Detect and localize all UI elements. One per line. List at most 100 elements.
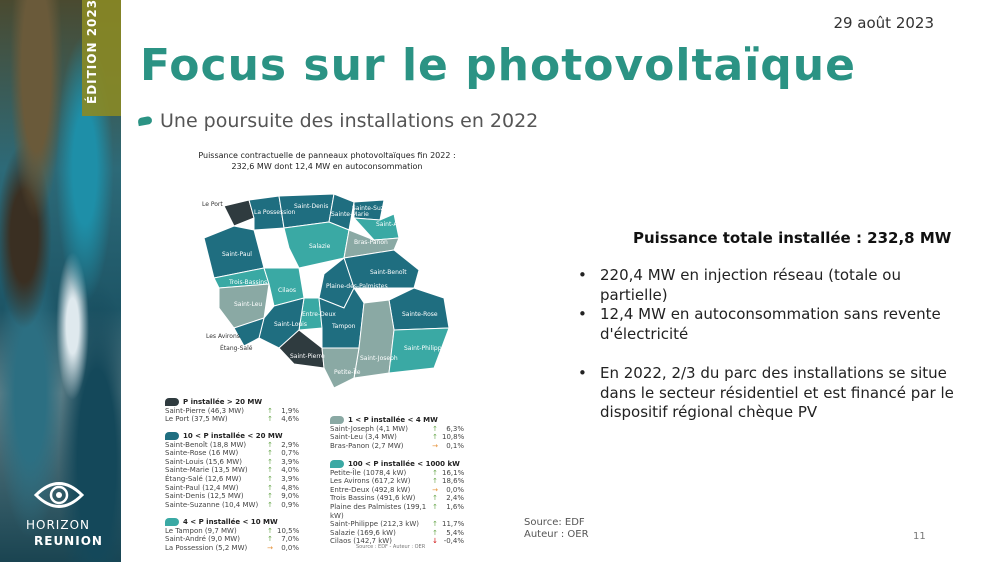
label-saint-leu: Saint-Leu	[234, 301, 262, 308]
bullet-item: • 12,4 MW en autoconsommation sans revent…	[578, 305, 941, 343]
arrow-up-icon: ↑	[267, 500, 273, 509]
arrow-up-icon: ↑	[432, 528, 438, 537]
arrow-up-icon: ↑	[267, 474, 273, 483]
legend-row: Saint-Pierre (46,3 MW) ↑ 1,9%	[165, 406, 299, 415]
arrow-down-icon: ↓	[432, 537, 438, 546]
label-sainte-marie: Sainte-Marie	[331, 211, 369, 218]
label-bras-panon: Bras-Panon	[354, 239, 388, 246]
label-la-possession: La Possession	[254, 209, 296, 216]
bullet-dot-icon: •	[578, 364, 587, 382]
region-la-possession	[248, 195, 285, 231]
label-plaine-des-palmistes: Plaine-des-Palmistes	[326, 283, 388, 290]
arrow-up-icon: ↑	[432, 502, 438, 511]
legend-head: 4 < P installée < 10 MW	[165, 518, 299, 527]
legend-row: Saint-Joseph (4,1 MW) ↑ 6,3%	[330, 424, 464, 433]
label-petite-ile: Petite-Île	[334, 369, 361, 376]
slide-title: Focus sur le photovoltaïque	[140, 40, 856, 91]
bullet-dot-icon: •	[578, 266, 587, 284]
slide-source: Source: EDF Auteur : OER	[524, 517, 589, 541]
slide-subtitle: Une poursuite des installations en 2022	[160, 110, 539, 132]
source-line: Source: EDF	[524, 517, 585, 528]
arrow-up-icon: ↑	[267, 526, 273, 535]
eye-icon	[34, 482, 84, 508]
edition-band	[82, 0, 121, 116]
bullet-list: • 220,4 MW en injection réseau (totale ou…	[578, 266, 968, 423]
map-figure: Puissance contractuelle de panneaux phot…	[150, 146, 480, 556]
legend-row: Cilaos (142,7 kW) ↓ -0,4%	[330, 537, 464, 546]
info-title: Puissance totale installée : 232,8 MW	[633, 229, 952, 247]
legend-group: 10 < P installée < 20 MW Saint-Benoît (1…	[165, 432, 299, 509]
sidebar-photo: ÉDITION 2023 HORIZON REUNION	[0, 0, 121, 562]
legend-leaf-icon	[330, 460, 344, 469]
bullet-dot-icon: •	[578, 305, 587, 323]
arrow-up-icon: ↑	[432, 468, 438, 477]
legend-row: Les Avirons (617,2 kW) ↑ 18,6%	[330, 477, 465, 486]
brand-line2: REUNION	[34, 534, 103, 548]
page-number: 11	[913, 531, 926, 542]
label-trois-bassins: Trois-Bassins	[228, 279, 267, 286]
legend-leaf-icon	[165, 398, 179, 407]
arrow-up-icon: ↑	[432, 520, 438, 529]
arrow-up-icon: ↑	[432, 424, 438, 433]
arrow-right-icon: →	[432, 441, 438, 450]
legend-row: Plaine des Palmistes (199,1 kW) ↑ 1,6%	[330, 502, 464, 520]
arrow-up-icon: ↑	[432, 477, 438, 486]
legend-leaf-icon	[165, 432, 179, 441]
legend-group: P installée > 20 MW Saint-Pierre (46,3 M…	[165, 398, 299, 424]
slide-date: 29 août 2023	[833, 14, 934, 32]
legend-row: Saint-Benoît (18,8 MW) ↑ 2,9%	[165, 440, 299, 449]
arrow-up-icon: ↑	[267, 440, 273, 449]
legend-row: Le Port (37,5 MW) ↑ 4,6%	[165, 415, 299, 424]
arrow-up-icon: ↑	[267, 457, 273, 466]
map-title-line1: Puissance contractuelle de panneaux phot…	[198, 151, 456, 160]
arrow-right-icon: →	[267, 543, 273, 552]
arrow-up-icon: ↑	[267, 449, 273, 458]
edition-label: ÉDITION 2023	[85, 0, 99, 104]
legend-row: Saint-Paul (12,4 MW) ↑ 4,8%	[165, 483, 299, 492]
legend-head: 10 < P installée < 20 MW	[165, 432, 299, 441]
label-tampon: Tampon	[331, 323, 356, 330]
label-sainte-suzanne: Sainte-Suzanne	[352, 205, 399, 212]
region-etang-sale	[233, 317, 265, 347]
legend-row: Saint-Philippe (212,3 kW) ↑ 11,7%	[330, 520, 465, 529]
region-petite-ile	[321, 347, 360, 389]
legend-row: Le Tampon (9,7 MW) ↑ 10,5%	[165, 526, 300, 535]
map-title-line2: 232,6 MW dont 12,4 MW en autoconsommatio…	[231, 162, 423, 171]
arrow-up-icon: ↑	[267, 492, 273, 501]
legend-row: La Possession (5,2 MW) → 0,0%	[165, 543, 299, 552]
legend-row: Trois Bassins (491,6 kW) ↑ 2,4%	[330, 494, 464, 503]
region-le-port	[223, 199, 255, 227]
brand-line1: HORIZON	[26, 518, 90, 532]
arrow-up-icon: ↑	[267, 483, 273, 492]
arrow-up-icon: ↑	[432, 433, 438, 442]
legend-group: 1 < P installée < 4 MW Saint-Joseph (4,1…	[330, 416, 464, 450]
label-etang-sale: Étang-Salé	[220, 344, 253, 352]
label-salazie: Salazie	[309, 243, 331, 250]
legend-head: 1 < P installée < 4 MW	[330, 416, 464, 425]
label-entre-deux: Entre-Deux	[302, 311, 336, 318]
arrow-up-icon: ↑	[267, 406, 273, 415]
legend-leaf-icon	[165, 518, 179, 527]
arrow-up-icon: ↑	[432, 494, 438, 503]
label-le-port: Le Port	[202, 201, 223, 208]
subtitle-row: Une poursuite des installations en 2022	[137, 110, 539, 132]
reunion-map: Le Port La Possession Saint-Denis Sainte…	[202, 193, 450, 389]
label-saint-denis: Saint-Denis	[294, 203, 328, 210]
region-saint-paul	[203, 225, 265, 279]
legend-head: P installée > 20 MW	[165, 398, 299, 407]
label-sainte-rose: Sainte-Rose	[402, 311, 438, 318]
author-line: Auteur : OER	[524, 529, 589, 540]
arrow-up-icon: ↑	[267, 535, 273, 544]
legend-row: Étang-Salé (12,6 MW) ↑ 3,9%	[165, 474, 299, 483]
legend-group: 100 < P installée < 1000 kW Petite-Île (…	[330, 460, 464, 546]
region-saint-philippe	[388, 327, 450, 374]
legend-row: Saint-Leu (3,4 MW) ↑ 10,8%	[330, 433, 465, 442]
leaf-bullet-icon	[137, 115, 153, 127]
legend-row: Petite-Île (1078,4 kW) ↑ 16,1%	[330, 468, 465, 477]
region-sainte-rose	[388, 287, 450, 331]
label-saint-joseph: Saint-Joseph	[360, 355, 398, 362]
arrow-up-icon: ↑	[267, 415, 273, 424]
arrow-up-icon: ↑	[267, 466, 273, 475]
legend-row: Sainte-Rose (16 MW) ↑ 0,7%	[165, 449, 299, 458]
legend-row: Saint-Denis (12,5 MW) ↑ 9,0%	[165, 492, 299, 501]
